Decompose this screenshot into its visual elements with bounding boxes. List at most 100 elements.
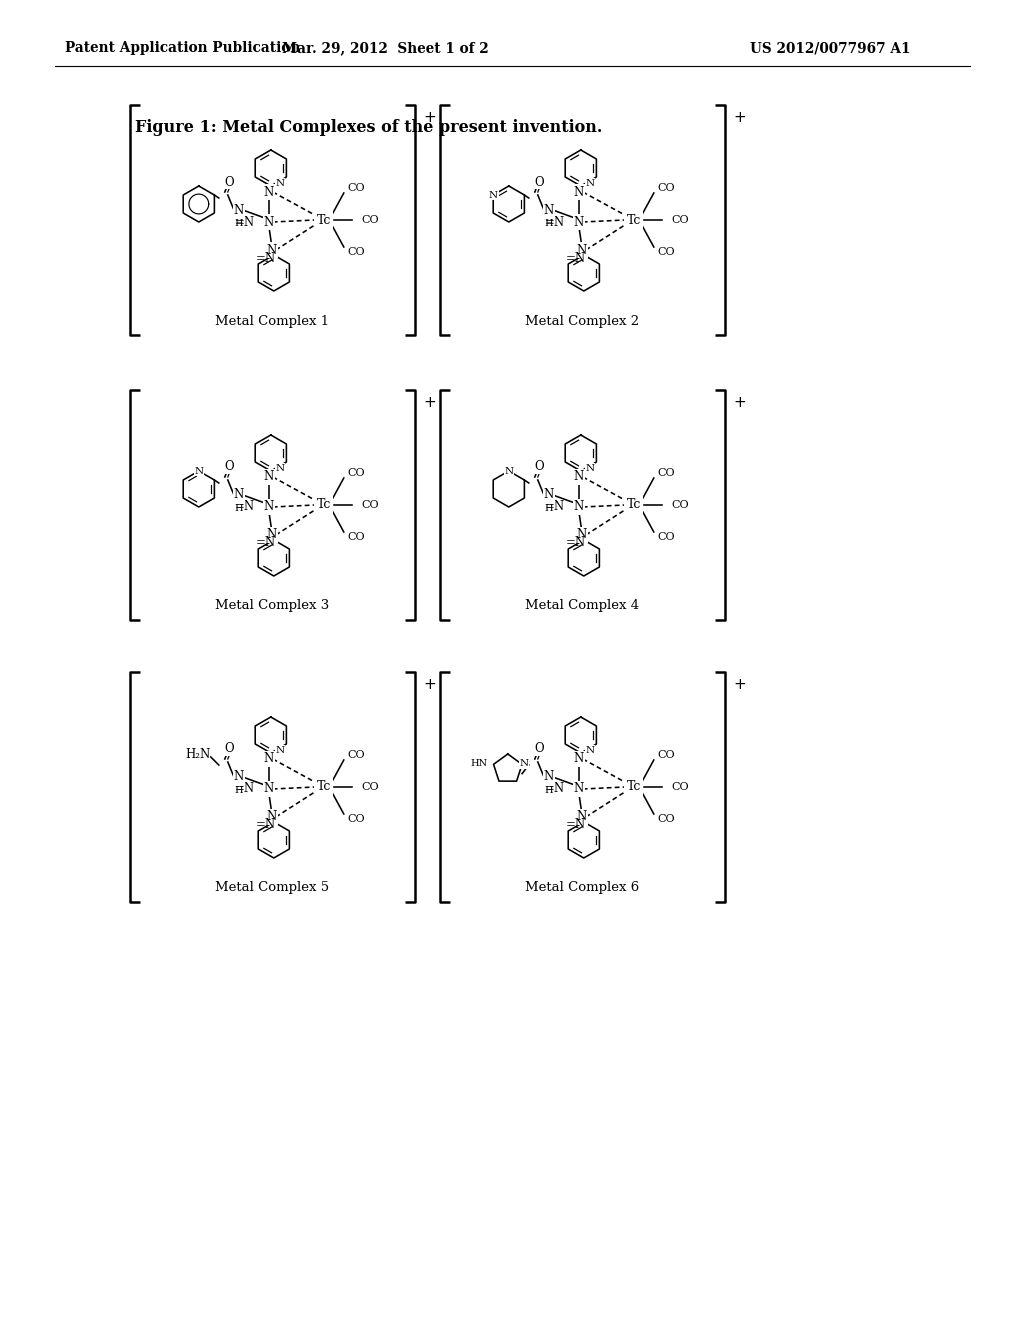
Text: CO: CO <box>672 215 689 224</box>
Text: CO: CO <box>672 500 689 510</box>
Text: N: N <box>586 465 594 473</box>
Text: CO: CO <box>657 247 676 257</box>
Text: N: N <box>263 752 274 766</box>
Text: Figure 1: Metal Complexes of the present invention.: Figure 1: Metal Complexes of the present… <box>135 119 602 136</box>
Text: N: N <box>233 771 244 784</box>
Text: H₂N: H₂N <box>185 748 211 762</box>
Text: N: N <box>577 243 587 256</box>
Text: =N: =N <box>256 536 275 549</box>
Text: CO: CO <box>657 183 676 193</box>
Text: H: H <box>234 219 243 228</box>
Text: +: + <box>733 677 745 692</box>
Text: CO: CO <box>348 750 366 760</box>
Text: N: N <box>577 810 587 824</box>
Text: CO: CO <box>348 469 366 478</box>
Text: N: N <box>573 500 584 513</box>
Text: =N: =N <box>545 500 565 513</box>
Text: H: H <box>234 504 243 513</box>
Text: +: + <box>423 395 436 411</box>
Text: N: N <box>544 203 554 216</box>
Text: +: + <box>423 677 436 692</box>
Text: CO: CO <box>348 183 366 193</box>
Text: O: O <box>534 176 544 189</box>
Text: N: N <box>586 746 594 755</box>
Text: N: N <box>233 488 244 502</box>
Text: N: N <box>266 243 276 256</box>
Text: N: N <box>263 215 274 228</box>
Text: N: N <box>544 771 554 784</box>
Text: US 2012/0077967 A1: US 2012/0077967 A1 <box>750 41 910 55</box>
Text: N: N <box>263 470 274 483</box>
Text: N: N <box>263 783 274 796</box>
Text: CO: CO <box>361 215 380 224</box>
Text: CO: CO <box>657 532 676 543</box>
Text: Tc: Tc <box>316 780 331 793</box>
Text: Tc: Tc <box>316 214 331 227</box>
Text: Patent Application Publication: Patent Application Publication <box>65 41 300 55</box>
Text: =N: =N <box>256 252 275 264</box>
Text: N: N <box>263 186 274 198</box>
Text: CO: CO <box>348 814 366 824</box>
Text: Metal Complex 5: Metal Complex 5 <box>215 882 330 895</box>
Text: HN: HN <box>470 759 487 768</box>
Text: N: N <box>573 186 584 198</box>
Text: N: N <box>266 810 276 824</box>
Text: H: H <box>545 785 553 795</box>
Text: Metal Complex 1: Metal Complex 1 <box>215 314 330 327</box>
Text: O: O <box>534 461 544 474</box>
Text: N: N <box>573 783 584 796</box>
Text: Metal Complex 2: Metal Complex 2 <box>525 314 640 327</box>
Text: Metal Complex 3: Metal Complex 3 <box>215 599 330 612</box>
Text: O: O <box>224 176 233 189</box>
Text: +: + <box>733 395 745 411</box>
Text: =N: =N <box>565 252 586 264</box>
Text: N: N <box>573 752 584 766</box>
Text: O: O <box>224 742 233 755</box>
Text: CO: CO <box>361 781 380 792</box>
Text: H: H <box>545 504 553 513</box>
Text: =N: =N <box>234 215 255 228</box>
Text: =N: =N <box>545 215 565 228</box>
Text: =N: =N <box>565 536 586 549</box>
Text: =N: =N <box>565 818 586 832</box>
Text: =N: =N <box>234 500 255 513</box>
Text: Tc: Tc <box>627 780 641 793</box>
Text: N: N <box>275 180 285 187</box>
Text: N: N <box>504 467 513 477</box>
Text: H: H <box>234 785 243 795</box>
Text: Tc: Tc <box>316 499 331 511</box>
Text: Metal Complex 6: Metal Complex 6 <box>525 882 640 895</box>
Text: N: N <box>573 470 584 483</box>
Text: H: H <box>545 219 553 228</box>
Text: O: O <box>224 461 233 474</box>
Text: CO: CO <box>672 781 689 792</box>
Text: N: N <box>544 488 554 502</box>
Text: Tc: Tc <box>627 214 641 227</box>
Text: CO: CO <box>657 469 676 478</box>
Text: CO: CO <box>348 532 366 543</box>
Text: N: N <box>586 180 594 187</box>
Text: +: + <box>423 110 436 125</box>
Text: N: N <box>195 466 204 475</box>
Text: =N: =N <box>256 818 275 832</box>
Text: N: N <box>263 500 274 513</box>
Text: N: N <box>577 528 587 541</box>
Text: N: N <box>573 215 584 228</box>
Text: Metal Complex 4: Metal Complex 4 <box>525 599 640 612</box>
Text: =N: =N <box>234 783 255 796</box>
Text: CO: CO <box>657 814 676 824</box>
Text: Tc: Tc <box>627 499 641 511</box>
Text: =N: =N <box>545 783 565 796</box>
Text: N: N <box>233 203 244 216</box>
Text: Mar. 29, 2012  Sheet 1 of 2: Mar. 29, 2012 Sheet 1 of 2 <box>282 41 488 55</box>
Text: N: N <box>488 190 498 199</box>
Text: O: O <box>534 742 544 755</box>
Text: N: N <box>275 465 285 473</box>
Text: CO: CO <box>361 500 380 510</box>
Text: N: N <box>519 759 528 768</box>
Text: N: N <box>275 746 285 755</box>
Text: N: N <box>266 528 276 541</box>
Text: CO: CO <box>657 750 676 760</box>
Text: CO: CO <box>348 247 366 257</box>
Text: +: + <box>733 110 745 125</box>
